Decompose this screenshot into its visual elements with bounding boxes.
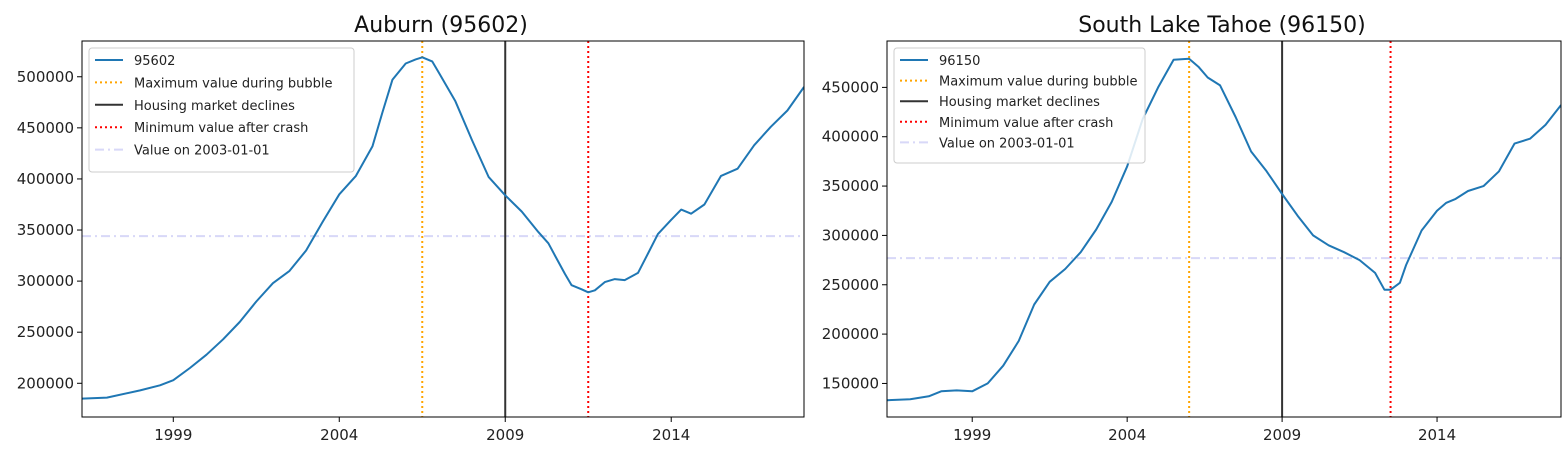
y-tick-label: 350000 xyxy=(822,177,879,195)
y-tick-label: 450000 xyxy=(17,119,74,137)
y-tick-label: 250000 xyxy=(822,276,879,294)
legend-label: Minimum value after crash xyxy=(939,116,1113,131)
legend-label: Value on 2003-01-01 xyxy=(134,144,270,159)
y-tick-label: 450000 xyxy=(822,78,879,96)
y-tick-label: 400000 xyxy=(822,128,879,146)
y-tick-label: 150000 xyxy=(822,374,879,392)
plot-area-frame xyxy=(886,40,1562,418)
legend: 95602 Maximum value during bubble Housing … xyxy=(88,47,355,173)
x-tick-label: 2009 xyxy=(486,426,524,444)
y-tick-label: 300000 xyxy=(822,226,879,244)
legend-label: 95602 xyxy=(134,54,175,69)
legend-label: Minimum value after crash xyxy=(134,121,308,136)
x-tick-label: 2014 xyxy=(652,426,690,444)
y-tick-label: 500000 xyxy=(17,68,74,86)
x-tick-label: 1999 xyxy=(154,426,192,444)
legend-label: Housing market declines xyxy=(134,99,295,114)
y-tick-label: 350000 xyxy=(17,221,74,239)
legend-label: Housing market declines xyxy=(939,95,1100,110)
x-tick-label: 2014 xyxy=(1418,426,1456,444)
series-line-95602 xyxy=(82,56,804,400)
y-tick-label: 400000 xyxy=(17,170,74,188)
x-tick-label: 2004 xyxy=(320,426,358,444)
legend-box xyxy=(88,47,355,173)
legend-label: 96150 xyxy=(939,54,980,69)
x-tick-label: 2004 xyxy=(1108,426,1146,444)
chart-panel-south-lake-tahoe: South Lake Tahoe (96150) 1999 2004 2009 201… xyxy=(822,13,1562,444)
legend-box xyxy=(893,47,1146,164)
legend-label: Maximum value during bubble xyxy=(134,76,333,91)
chart-title: Auburn (95602) xyxy=(354,13,528,38)
x-tick-label: 2009 xyxy=(1263,426,1301,444)
chart-panel-auburn: Auburn (95602) 1999 2004 2009 2014 200000 250… xyxy=(17,13,805,444)
series-line-96150 xyxy=(887,57,1561,402)
legend-label: Maximum value during bubble xyxy=(939,75,1138,90)
x-tick-label: 1999 xyxy=(953,426,991,444)
y-tick-label: 300000 xyxy=(17,272,74,290)
legend: 96150 Maximum value during bubble Housing … xyxy=(893,47,1146,164)
y-tick-label: 200000 xyxy=(822,325,879,343)
y-tick-label: 250000 xyxy=(17,323,74,341)
chart-title: South Lake Tahoe (96150) xyxy=(1078,13,1366,38)
plot-area-frame xyxy=(81,40,805,418)
legend-label: Value on 2003-01-01 xyxy=(939,136,1075,151)
y-tick-label: 200000 xyxy=(17,374,74,392)
